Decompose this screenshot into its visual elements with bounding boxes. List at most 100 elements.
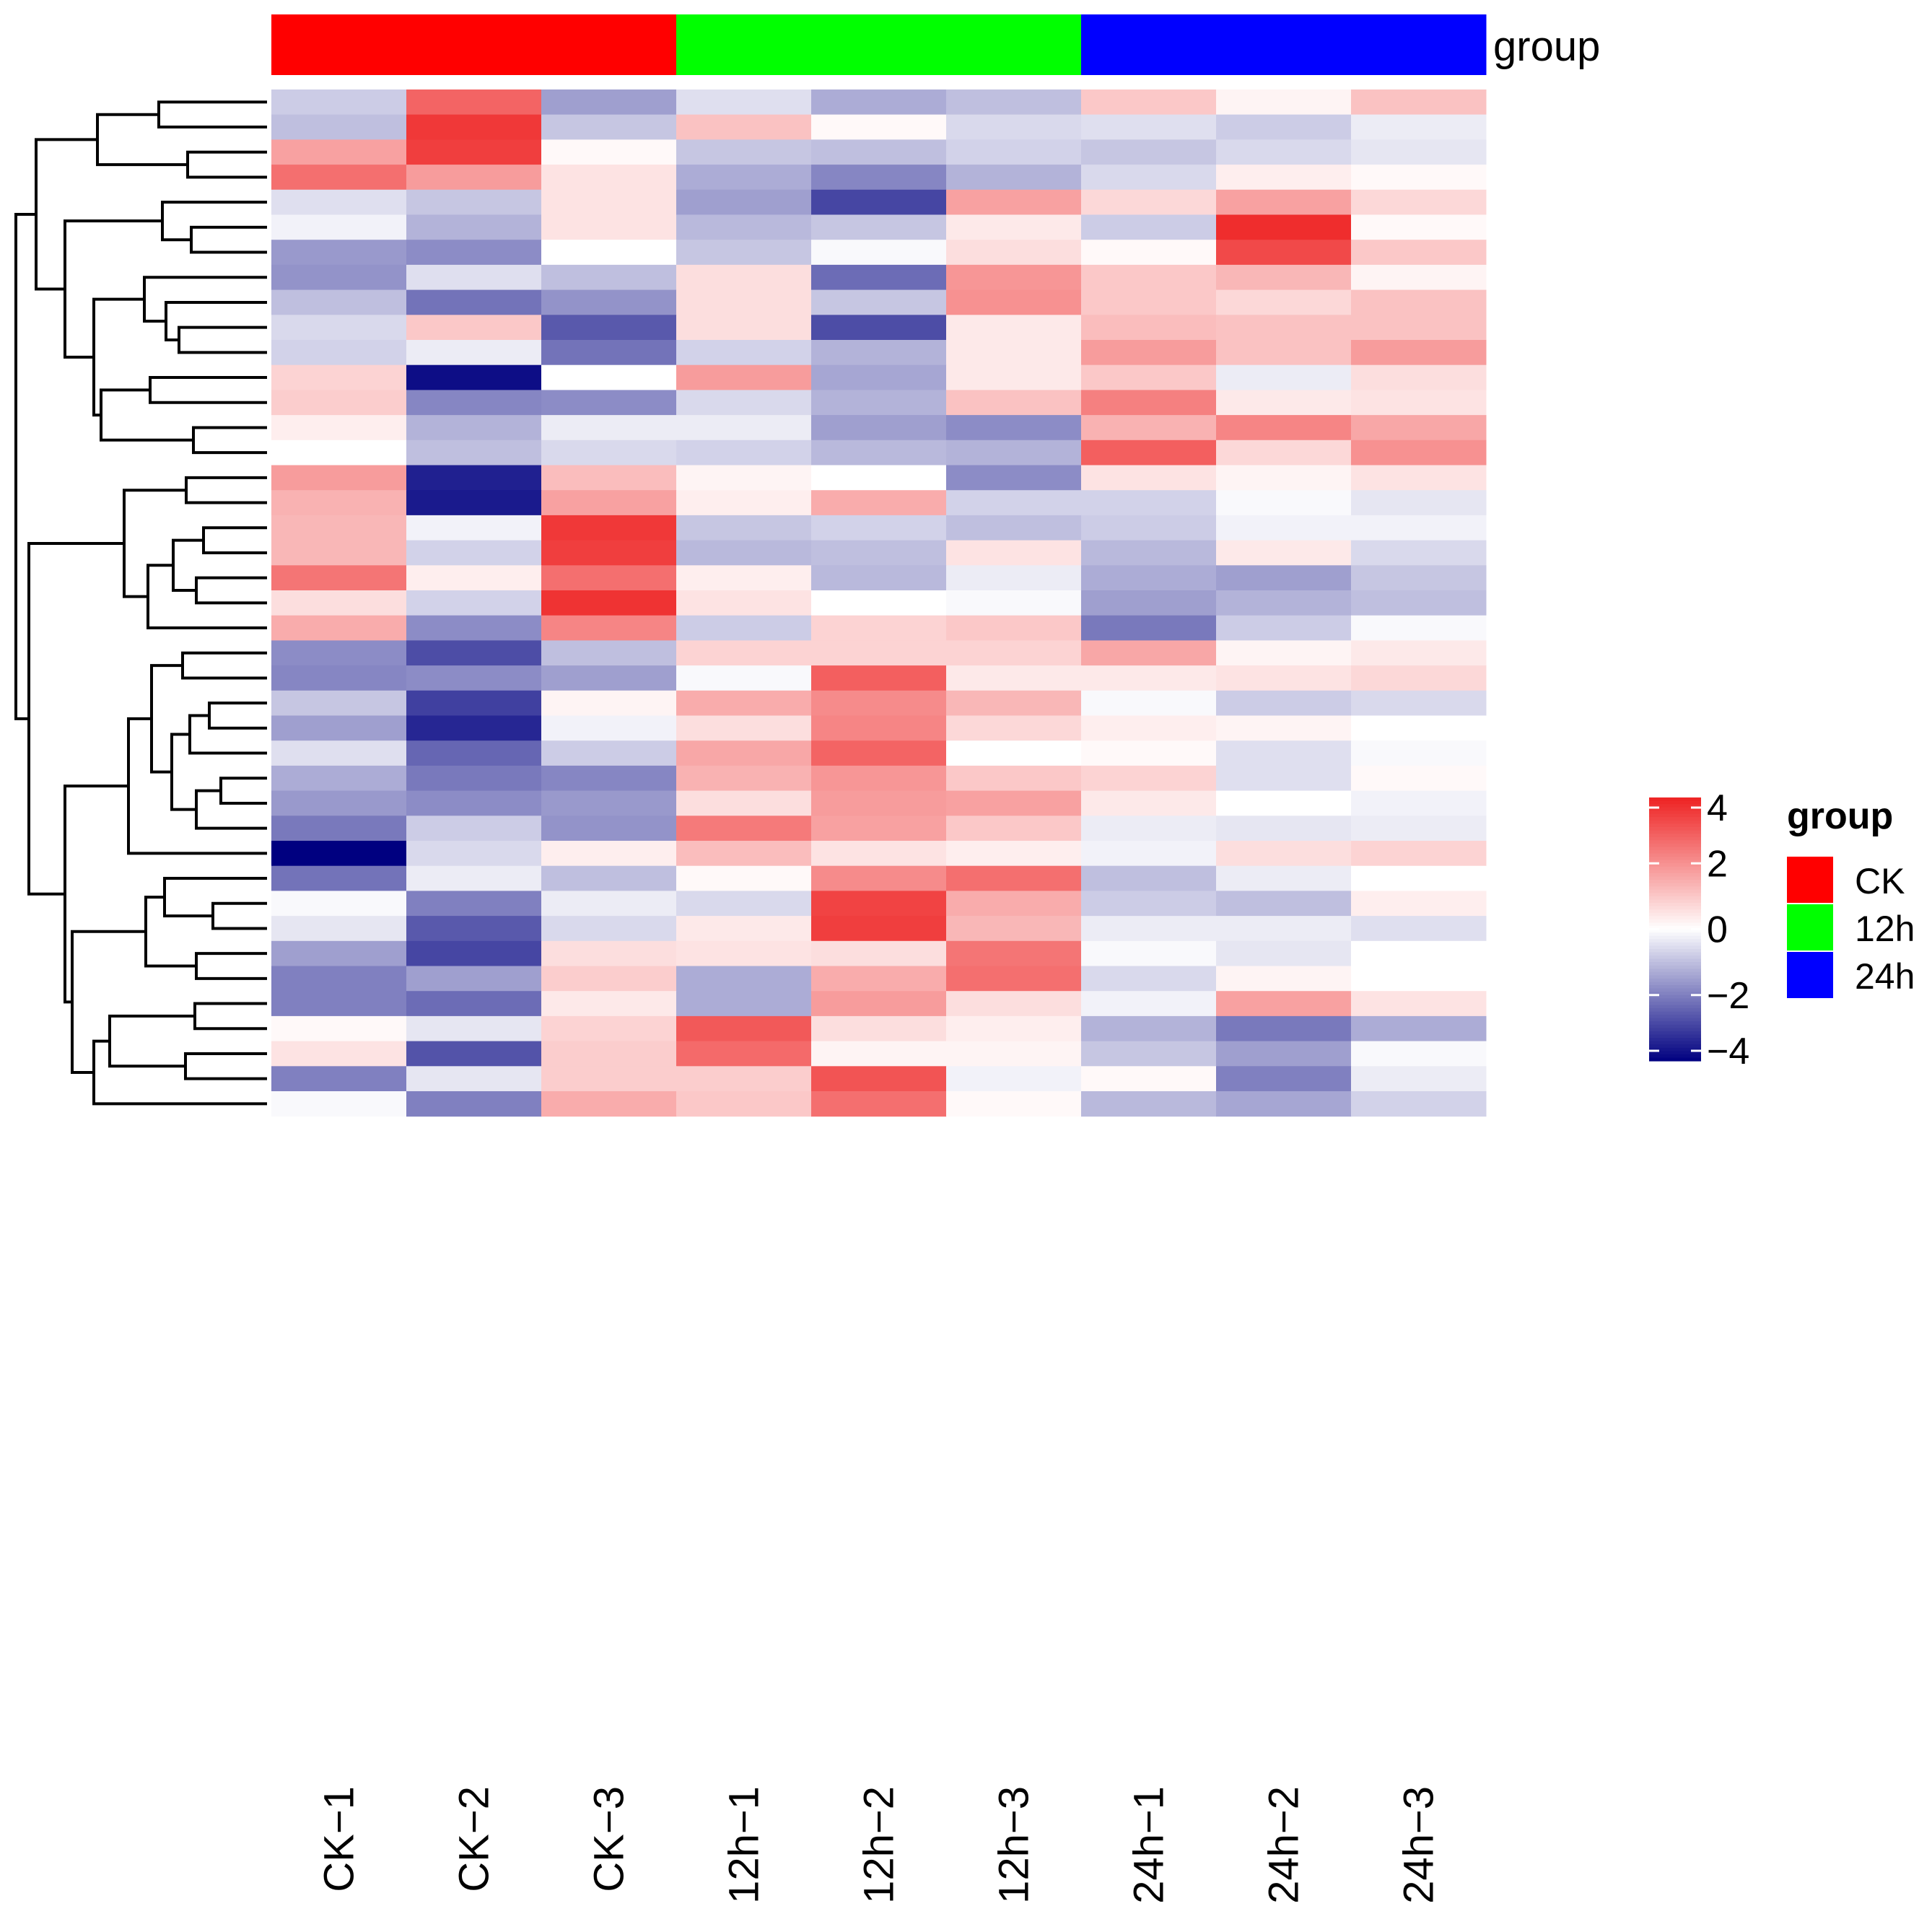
colorbar-segment [1649,903,1701,907]
heatmap-cell-r6-CK−3 [541,214,677,240]
annotation-cell-CK−3 [541,14,677,75]
heatmap-cell-r17-CK−1 [271,490,407,516]
heatmap-cell-r23-12h−3 [946,640,1082,666]
heatmap-cell-r17-24h−1 [1081,490,1217,516]
heatmap-cell-r11-24h−2 [1216,340,1352,366]
colorbar-segment [1649,810,1701,815]
heatmap-cell-r6-24h−1 [1081,214,1217,240]
heatmap-cell-r24-24h−2 [1216,665,1352,691]
colorbar-segment [1649,830,1701,834]
heatmap-cell-r6-12h−2 [811,214,947,240]
heatmap-cell-r22-CK−2 [406,615,542,641]
heatmap-cell-r29-12h−3 [946,790,1082,816]
heatmap-cell-r25-24h−2 [1216,690,1352,716]
colorbar-segment [1649,797,1701,802]
dendrogram-branch [211,901,267,930]
heatmap-cell-r27-12h−1 [676,740,812,766]
heatmap-cell-r20-CK−2 [406,565,542,591]
colorbar-segment [1649,1031,1701,1036]
heatmap-cell-r22-CK−3 [541,615,677,641]
dendrogram-branch [208,701,267,730]
heatmap-cell-r12-24h−2 [1216,364,1352,390]
group-annotation-bar [271,14,1487,75]
heatmap-cell-r23-12h−2 [811,640,947,666]
heatmap-cell-r11-CK−3 [541,340,677,366]
heatmap-cell-r1-CK−1 [271,89,407,115]
heatmap-cell-r5-CK−1 [271,189,407,215]
heatmap-cell-r36-24h−3 [1351,966,1487,992]
heatmap-cell-r34-12h−2 [811,916,947,942]
group-legend-swatch [1787,952,1833,998]
heatmap-cell-r29-12h−1 [676,790,812,816]
heatmap-cell-r14-CK−2 [406,415,542,441]
heatmap-cell-r8-12h−1 [676,264,812,291]
heatmap-cell-r21-CK−3 [541,590,677,616]
colorbar-segment [1649,1018,1701,1022]
column-label: CK−3 [586,1786,633,1892]
colorbar-tick-label: 0 [1707,909,1728,951]
colorbar-segment [1649,969,1701,973]
heatmap-cell-r36-12h−2 [811,966,947,992]
colorbar-segment [1649,823,1701,828]
heatmap-cell-r39-12h−1 [676,1041,812,1067]
colorbar-segment [1649,820,1701,825]
dendrogram-branch [144,896,196,968]
heatmap-cell-r34-CK−3 [541,916,677,942]
heatmap-cell-r39-12h−3 [946,1041,1082,1067]
colorbar-segment [1649,863,1701,867]
dendrogram-branch [170,733,196,811]
heatmap-cell-r31-24h−2 [1216,841,1352,867]
heatmap-cell-r37-24h−2 [1216,991,1352,1017]
color-scale-legend: 4 2 0 −2 −4 [1649,787,1749,1072]
heatmap-cell-r16-CK−3 [541,465,677,491]
heatmap-cell-r25-CK−1 [271,690,407,716]
heatmap-cell-r14-12h−2 [811,415,947,441]
column-labels: CK−1 CK−2 CK−3 12h−1 12h−2 12h−3 24h−1 24h−2 24h… [316,1786,1443,1904]
heatmap-cell-r19-24h−2 [1216,540,1352,566]
heatmap-cell-r3-24h−1 [1081,139,1217,165]
colorbar-segment [1649,1041,1701,1045]
heatmap-cell-r13-CK−2 [406,390,542,416]
heatmap-cell-r40-12h−3 [946,1066,1082,1092]
heatmap-cell-r23-12h−1 [676,640,812,666]
heatmap-cell-r14-24h−2 [1216,415,1352,441]
group-legend-label: 24h [1855,956,1915,997]
heatmap-cell-r31-CK−1 [271,841,407,867]
heatmap-cell-r38-12h−2 [811,1015,947,1042]
heatmap-cell-r27-24h−3 [1351,740,1487,766]
dendrogram-branch [100,388,193,442]
heatmap-cell-r27-CK−2 [406,740,542,766]
heatmap-cell-r14-12h−3 [946,415,1082,441]
colorbar-segment [1649,1047,1701,1052]
heatmap-cell-r24-24h−1 [1081,665,1217,691]
heatmap-cell-r24-CK−2 [406,665,542,691]
heatmap-cell-r10-12h−3 [946,315,1082,341]
heatmap-cell-r5-12h−1 [676,189,812,215]
dendrogram-branch [92,1039,267,1106]
heatmap-cell-r7-12h−3 [946,240,1082,266]
heatmap-cell-r15-12h−3 [946,440,1082,465]
heatmap-cell-r12-12h−1 [676,364,812,390]
colorbar-tick-label: 4 [1707,787,1728,829]
column-label: 24h−3 [1396,1786,1443,1904]
colorbar-segment [1649,945,1701,950]
colorbar-tick-label: −4 [1707,1031,1749,1072]
heatmap-cell-r17-12h−1 [676,490,812,516]
heatmap-cell-r16-12h−1 [676,465,812,491]
heatmap-cell-r29-12h−2 [811,790,947,816]
heatmap-cell-r16-12h−2 [811,465,947,491]
heatmap-cell-r4-CK−3 [541,165,677,191]
heatmap-cell-r11-CK−2 [406,340,542,366]
heatmap-cell-r21-CK−1 [271,590,407,616]
colorbar-segment [1649,807,1701,811]
heatmap-cell-r10-CK−2 [406,315,542,341]
colorbar-segment [1649,813,1701,818]
heatmap-cell-r11-CK−1 [271,340,407,366]
dendrogram-branch [147,564,267,630]
heatmap-cell-r28-CK−1 [271,765,407,792]
heatmap-cell-r19-12h−1 [676,540,812,566]
colorbar-tick-label: −2 [1707,975,1749,1017]
heatmap-cell-r9-24h−3 [1351,289,1487,315]
dendrogram-branch [195,952,267,980]
heatmap-cell-r11-12h−2 [811,340,947,366]
